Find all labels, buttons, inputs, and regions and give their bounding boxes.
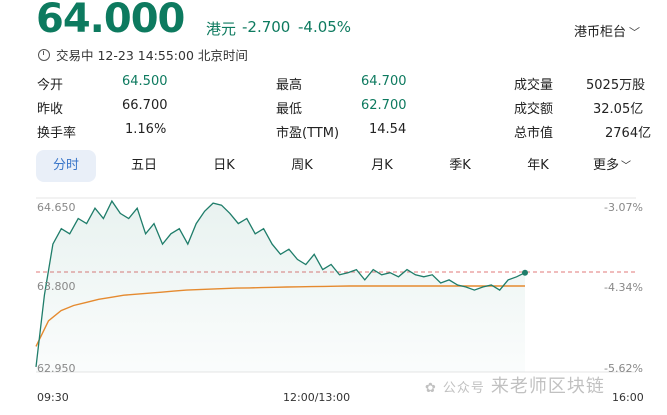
open-value: 64.500 xyxy=(122,74,168,89)
prev-close-value: 66.700 xyxy=(122,98,168,113)
chart-period-tabs: 分时 五日 日K 周K 月K 季K 年K 更多 ﹀ xyxy=(36,150,636,184)
y-tick-top: 64.650 xyxy=(37,201,76,214)
tab-quarterly-k[interactable]: 季K xyxy=(449,158,471,173)
average-price-line xyxy=(35,285,525,347)
y-tick-mid: 63.800 xyxy=(37,280,76,293)
tab-monthly-k[interactable]: 月K xyxy=(371,158,393,173)
tab-yearly-k[interactable]: 年K xyxy=(527,158,549,173)
chart-svg: 64.650 63.800 62.950 -3.07% -4.34% -5.62… xyxy=(35,197,644,404)
price-change: -2.700 xyxy=(242,18,291,36)
tab-five-day[interactable]: 五日 xyxy=(130,158,157,173)
trading-status-text: 交易中 12-23 14:55:00 北京时间 xyxy=(56,48,248,63)
prev-close-label: 昨收 xyxy=(37,102,64,117)
amount-value: 32.05亿 xyxy=(593,102,644,117)
counter-select[interactable]: 港币柜台 ﹀ xyxy=(574,21,640,40)
price-change-percent: -4.05% xyxy=(298,18,352,36)
counter-select-label: 港币柜台 xyxy=(574,25,627,40)
chevron-down-icon: ﹀ xyxy=(629,26,641,39)
tab-daily-k[interactable]: 日K xyxy=(213,158,235,173)
clock-icon xyxy=(38,49,50,61)
watermark-prefix: 公众号 xyxy=(442,381,485,396)
amount-label: 成交额 xyxy=(514,102,554,117)
pct-tick-bottom: -5.62% xyxy=(604,362,643,375)
pct-tick-top: -3.07% xyxy=(604,201,643,214)
trading-status: 交易中 12-23 14:55:00 北京时间 xyxy=(38,45,248,64)
x-tick-start: 09:30 xyxy=(37,391,69,404)
price-line xyxy=(35,199,526,367)
volume-label: 成交量 xyxy=(514,78,554,93)
open-label: 今开 xyxy=(37,78,64,93)
high-label: 最高 xyxy=(276,78,303,93)
wechat-icon: ✿ xyxy=(425,381,437,396)
watermark: ✿ 公众号 来老师区块链 xyxy=(425,372,605,398)
turnover-rate-label: 换手率 xyxy=(37,126,77,141)
x-tick-mid: 12:00/13:00 xyxy=(283,391,350,404)
pe-label: 市盈(TTM) xyxy=(276,126,340,141)
pct-tick-mid: -4.34% xyxy=(604,281,643,294)
tab-more-label: 更多 xyxy=(592,158,619,173)
tab-intraday[interactable]: 分时 xyxy=(36,150,96,182)
high-value: 64.700 xyxy=(361,74,407,89)
chevron-down-icon: ﹀ xyxy=(621,161,631,172)
quote-stats: 今开 64.500 昨收 66.700 换手率 1.16% 最高 64.700 … xyxy=(0,72,667,142)
low-value: 62.700 xyxy=(361,98,407,113)
x-tick-end: 16:00 xyxy=(612,391,644,404)
market-cap-label: 总市值 xyxy=(514,126,554,141)
volume-value: 5025万股 xyxy=(586,78,646,93)
market-cap-value: 2764亿 xyxy=(605,126,652,141)
tab-weekly-k[interactable]: 周K xyxy=(291,158,313,173)
last-price: 64.000 xyxy=(36,0,185,42)
last-price-dot xyxy=(522,269,528,276)
quote-header: 64.000 港元 -2.700 -4.05% 港币柜台 ﹀ xyxy=(0,0,667,42)
currency-label: 港元 xyxy=(206,20,237,38)
tab-more[interactable]: 更多 ﹀ xyxy=(582,150,642,182)
turnover-rate-value: 1.16% xyxy=(125,122,167,137)
low-label: 最低 xyxy=(276,102,303,117)
pe-value: 14.54 xyxy=(369,122,407,137)
watermark-text: 来老师区块链 xyxy=(490,376,605,397)
intraday-chart[interactable]: 64.650 63.800 62.950 -3.07% -4.34% -5.62… xyxy=(0,190,667,415)
y-tick-bottom: 62.950 xyxy=(37,362,76,375)
